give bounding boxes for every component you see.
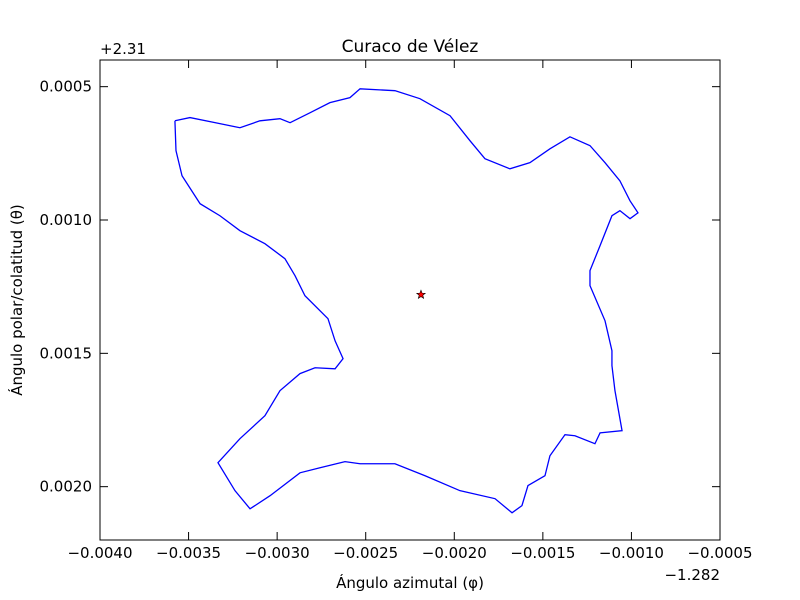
x-tick-label: −0.0005: [687, 544, 752, 562]
y-tick-label: 0.0005: [40, 78, 93, 96]
x-tick-label: −0.0035: [156, 544, 221, 562]
plot-frame: [99, 59, 721, 541]
x-axis-label: Ángulo azimutal (φ): [336, 573, 484, 592]
chart-title: Curaco de Vélez: [342, 37, 479, 57]
x-tick-label: −0.0025: [333, 544, 398, 562]
x-tick-label: −0.0040: [67, 544, 132, 562]
x-tick-label: −0.0010: [599, 544, 664, 562]
y-axis-label: Ángulo polar/colatitud (θ): [7, 204, 26, 396]
x-offset-label: −1.282: [664, 566, 720, 584]
boundary-line: [174, 88, 639, 514]
y-tick-label: 0.0020: [40, 478, 93, 496]
y-tick-label: 0.0010: [40, 211, 93, 229]
x-tick-label: −0.0030: [245, 544, 310, 562]
x-tick-label: −0.0020: [422, 544, 487, 562]
center-marker: [415, 289, 427, 299]
y-tick-label: 0.0015: [40, 344, 93, 362]
y-offset-label: +2.31: [100, 40, 146, 58]
x-tick-label: −0.0015: [510, 544, 575, 562]
